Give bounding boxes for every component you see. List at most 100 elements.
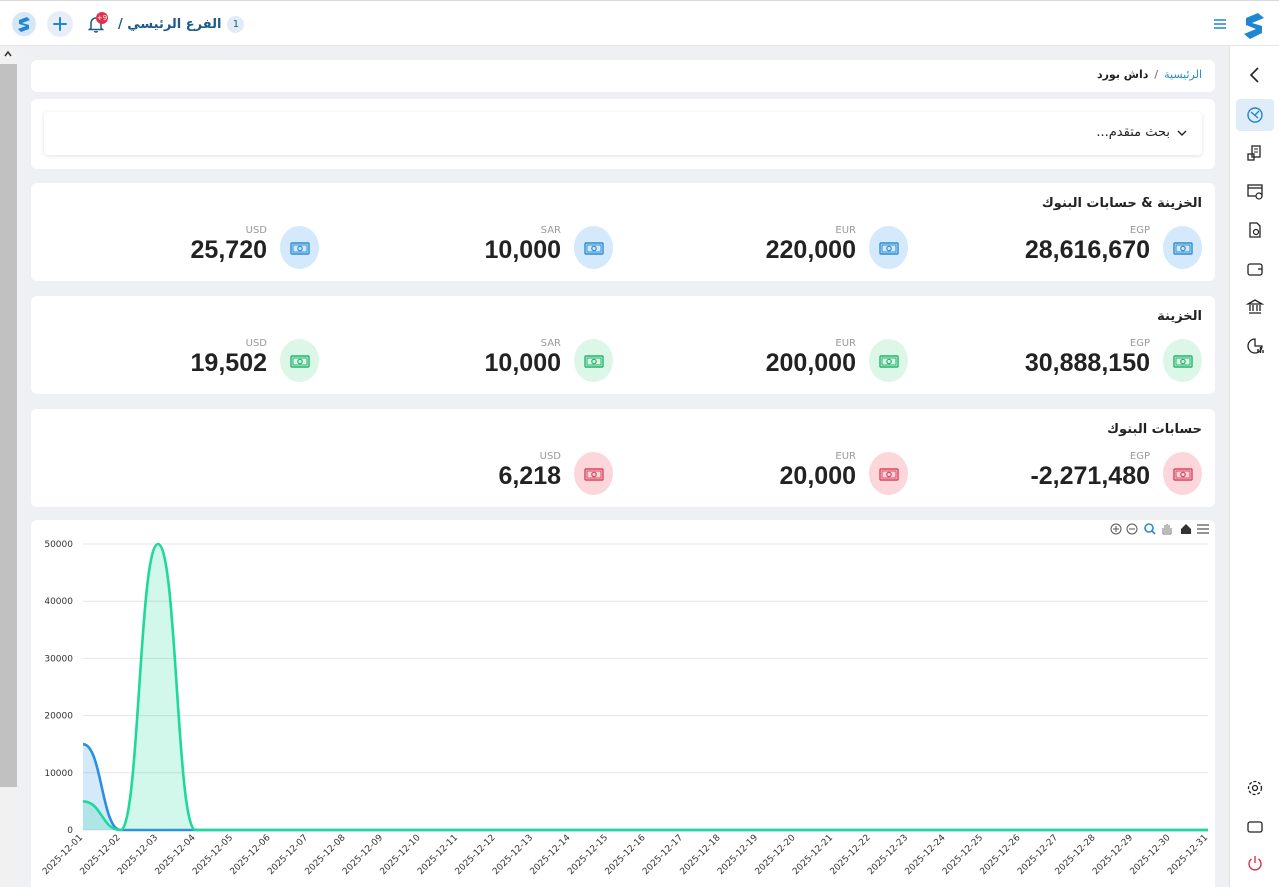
stat-value: 19,502 — [190, 349, 267, 377]
treasury-card: الخزينة EGP 30,888,150 EUR 200,000 SAR 1… — [31, 296, 1215, 394]
sidebar-item-wallet[interactable] — [1236, 253, 1274, 285]
stat-sar: SAR 10,000 — [333, 223, 613, 273]
menu-icon[interactable] — [1197, 524, 1209, 534]
add-button[interactable] — [47, 11, 73, 37]
money-icon — [574, 226, 613, 269]
dashboard-icon — [1247, 107, 1263, 123]
money-icon — [280, 226, 319, 269]
collapse-sidebar-button[interactable] — [1236, 59, 1274, 91]
stat-value: 220,000 — [765, 236, 856, 264]
zoom-out-icon[interactable] — [1126, 523, 1138, 535]
stat-value: -2,271,480 — [1030, 462, 1150, 490]
chart-grid — [83, 543, 1208, 831]
logout-button[interactable] — [1236, 847, 1274, 879]
stat-value: 200,000 — [765, 349, 856, 377]
chart-series — [82, 542, 1208, 832]
sidebar-item-reports[interactable] — [1236, 176, 1274, 208]
document-icon — [1249, 222, 1261, 238]
money-icon — [280, 339, 319, 382]
zoom-select-icon[interactable] — [1144, 523, 1156, 535]
invoice-icon — [1247, 145, 1261, 161]
stat-egp: EGP -2,271,480 — [922, 449, 1202, 499]
section-title: الخزينة & حسابات البنوك — [1041, 196, 1202, 211]
money-icon — [869, 226, 908, 269]
money-icon — [869, 452, 908, 495]
sidebar-item-settings[interactable] — [1236, 772, 1274, 804]
sidebar-item-dashboard[interactable] — [1236, 99, 1274, 131]
section-title: الخزينة — [1157, 309, 1202, 324]
money-icon — [574, 339, 613, 382]
stat-currency: SAR — [540, 225, 561, 236]
stat-currency: EUR — [835, 225, 856, 236]
notifications-badge: +9 — [96, 12, 108, 24]
stat-currency: EGP — [1129, 225, 1150, 236]
y-tick-label: 40000 — [44, 597, 73, 607]
stat-eur: EUR 220,000 — [628, 223, 908, 273]
money-icon — [1163, 452, 1202, 495]
y-tick-label: 20000 — [44, 712, 73, 722]
app-logo-icon[interactable] — [11, 11, 37, 37]
y-tick-label: 0 — [67, 826, 73, 836]
treasury-and-banks-card: الخزينة & حسابات البنوك EGP 28,616,670 E… — [31, 183, 1215, 281]
stat-currency: SAR — [540, 338, 561, 349]
series-line-1 — [82, 542, 1208, 832]
y-tick-label: 30000 — [44, 654, 73, 664]
sidebar-item-invoices[interactable] — [1236, 137, 1274, 169]
area-chart: 0 10000 20000 30000 40000 50000 2025-12-01202… — [41, 523, 1210, 877]
stat-eur: EUR 200,000 — [628, 336, 908, 386]
advanced-search-toggle[interactable]: بحث متقدم... — [44, 112, 1202, 155]
chart-x-axis: 2025-12-012025-12-022025-12-032025-12-04… — [41, 833, 1210, 877]
stat-usd: USD 6,218 — [333, 449, 613, 499]
branch-name: الفرع الرئيسي / — [118, 16, 222, 32]
series-area-1 — [83, 544, 1208, 830]
report-icon — [1247, 184, 1263, 200]
sidebar-item-banks[interactable] — [1236, 291, 1274, 323]
scroll-up-arrow-icon[interactable] — [3, 49, 13, 62]
breadcrumb-home-link[interactable]: الرئيسية — [1164, 68, 1202, 81]
top-bar: +9 1 الفرع الرئيسي / — [0, 0, 1279, 46]
home-icon[interactable] — [1181, 524, 1191, 534]
chart-y-axis: 0 10000 20000 30000 40000 50000 — [44, 540, 73, 836]
menu-toggle-button[interactable] — [1212, 16, 1228, 32]
stat-value: 10,000 — [484, 236, 561, 264]
chart-icon — [1247, 338, 1264, 354]
plus-icon — [53, 17, 67, 31]
brand-logo-icon[interactable] — [1240, 11, 1266, 39]
y-tick-label: 50000 — [44, 540, 73, 550]
stat-sar: SAR 10,000 — [333, 336, 613, 386]
stat-currency: USD — [539, 451, 561, 462]
advanced-search-card: بحث متقدم... — [31, 99, 1215, 169]
advanced-search-label: بحث متقدم... — [1096, 125, 1170, 140]
right-sidebar — [1229, 46, 1279, 887]
stat-currency: USD — [245, 338, 267, 349]
hamburger-icon — [1214, 19, 1226, 29]
stat-value: 20,000 — [779, 462, 856, 490]
advanced-search-header: بحث متقدم... — [1096, 125, 1188, 140]
money-icon — [574, 452, 613, 495]
stat-value: 28,616,670 — [1024, 236, 1150, 264]
zoom-in-icon[interactable] — [1110, 523, 1122, 535]
bank-accounts-card: حسابات البنوك EGP -2,271,480 EUR 20,000 … — [31, 409, 1215, 507]
money-icon — [869, 339, 908, 382]
sidebar-item-documents[interactable] — [1236, 214, 1274, 246]
money-icon — [1163, 226, 1202, 269]
branch-selector[interactable]: 1 الفرع الرئيسي / — [118, 14, 245, 34]
y-tick-label: 10000 — [44, 769, 73, 779]
stat-value: 25,720 — [190, 236, 267, 264]
settings-icon — [1247, 780, 1263, 796]
branch-number: 1 — [227, 15, 245, 33]
page-scrollbar[interactable] — [0, 46, 17, 887]
series-line-0 — [82, 742, 1208, 832]
stat-egp: EGP 30,888,150 — [922, 336, 1202, 386]
pan-icon[interactable] — [1162, 524, 1172, 535]
scrollbar-thumb[interactable] — [0, 64, 17, 787]
sidebar-item-analytics[interactable] — [1236, 330, 1274, 362]
section-title: حسابات البنوك — [1107, 422, 1202, 437]
stat-value: 30,888,150 — [1024, 349, 1150, 377]
bank-icon — [1246, 299, 1264, 314]
money-icon — [1163, 339, 1202, 382]
series-area-0 — [83, 744, 1208, 830]
chart-toolbar — [1110, 523, 1209, 535]
sidebar-item-window[interactable] — [1236, 811, 1274, 843]
stat-value: 6,218 — [498, 462, 561, 490]
